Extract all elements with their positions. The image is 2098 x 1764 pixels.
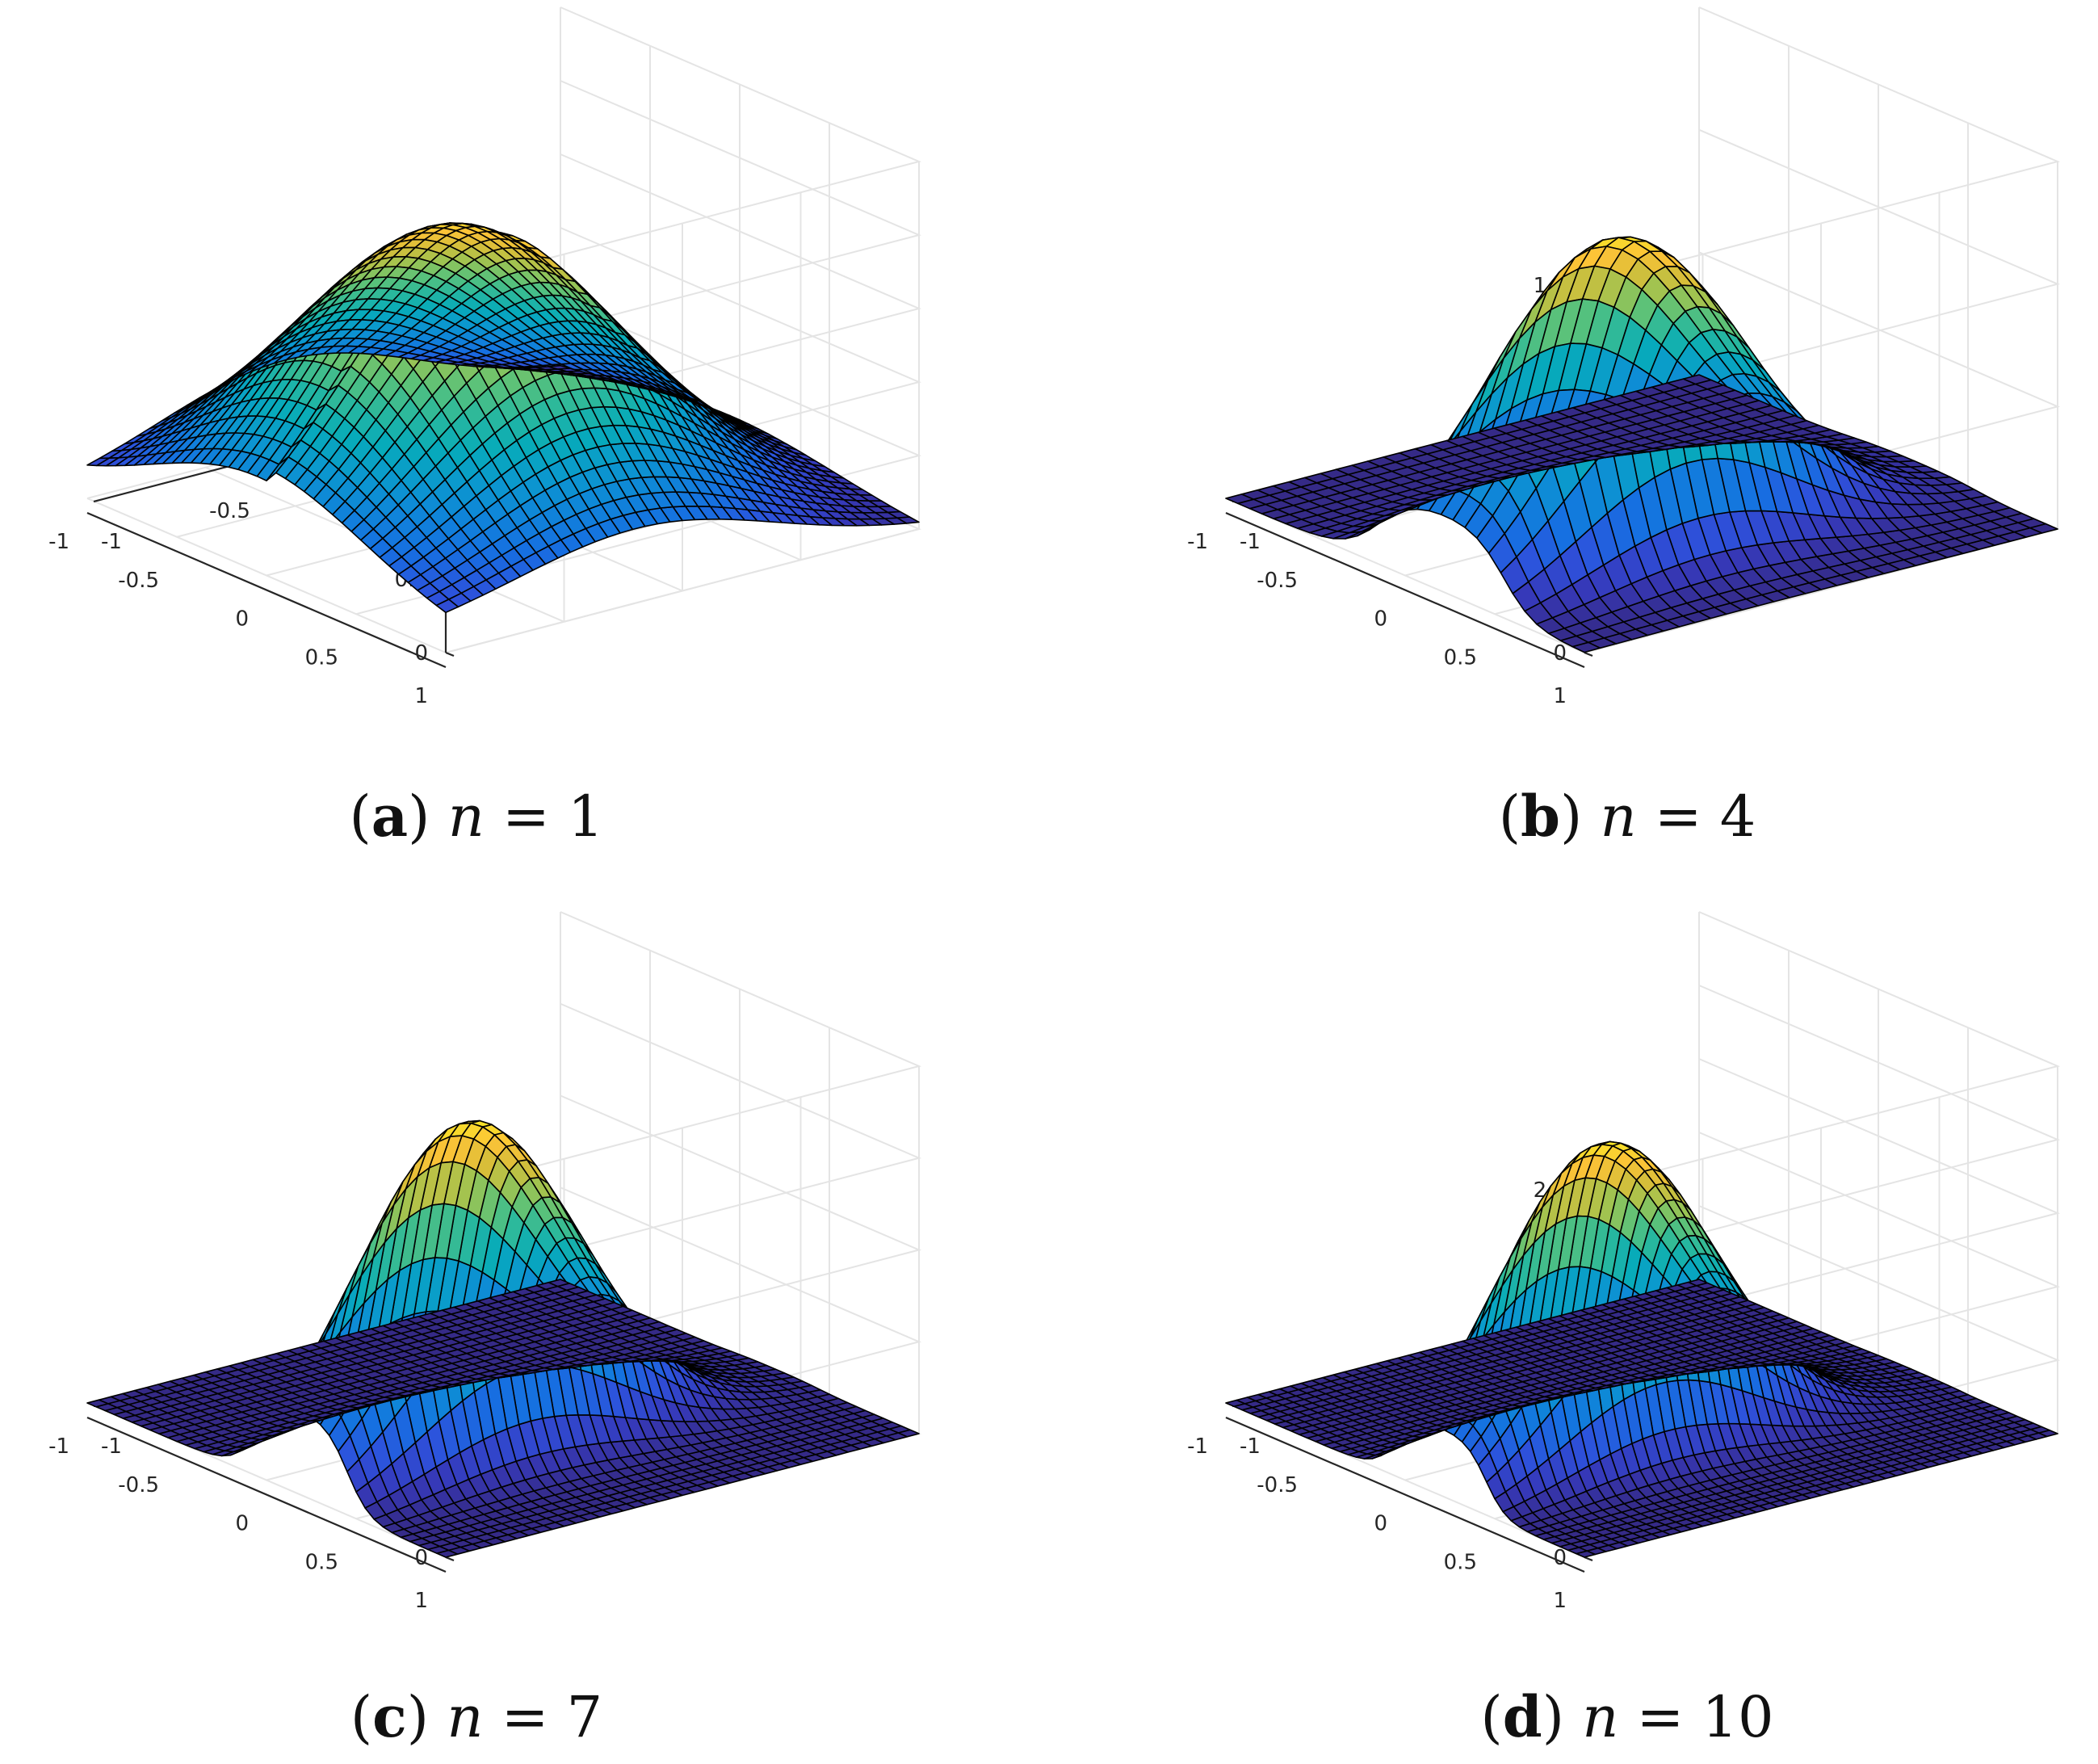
panel-a-z-tick: 0 <box>414 641 428 666</box>
panel-b-y-tick: -1 <box>1187 530 1208 554</box>
panel-a: 00.10.20.30.40.510.50-0.5-1-1-0.500.51(a… <box>48 6 922 850</box>
panel-b-y-tick: 1 <box>1553 684 1567 708</box>
panel-a-y-tick: -1 <box>48 530 69 554</box>
panel-d-z-tick: 0 <box>1553 1546 1567 1570</box>
panel-b: 00.511.510.50-0.5-1-1-0.500.51(b) n = 4 <box>1187 6 2061 850</box>
panel-a-surface <box>86 222 920 614</box>
panel-a-y-tick: 1 <box>414 684 428 708</box>
panel-a-x-tick: -0.5 <box>209 499 250 523</box>
panel-c-y-tick: 1 <box>414 1589 428 1613</box>
panel-d-y-tick: 1 <box>1553 1589 1567 1613</box>
panel-b-y-tick: -0.5 <box>1257 569 1298 593</box>
panel-d: 00.511.522.510.50-0.5-1-1-0.500.51(d) n … <box>1187 911 2061 1750</box>
panel-d-x-tick: -1 <box>1240 1434 1261 1459</box>
panel-c-caption: (c) n = 7 <box>350 1683 602 1750</box>
panel-c: 00.511.5210.50-0.5-1-1-0.500.51(c) n = 7 <box>48 911 922 1750</box>
panel-c-y-tick: 0.5 <box>305 1550 338 1574</box>
panel-d-y-tick: -0.5 <box>1257 1473 1298 1497</box>
panel-a-caption: (a) n = 1 <box>349 783 603 850</box>
panel-d-caption: (d) n = 10 <box>1480 1683 1773 1750</box>
panel-b-z-tick: 0 <box>1553 641 1567 666</box>
panel-a-y-tick: 0.5 <box>305 645 338 670</box>
panel-b-x-tick: -1 <box>1240 530 1261 554</box>
panel-a-y-tick: -0.5 <box>118 569 159 593</box>
panel-d-y-tick: 0 <box>1374 1512 1387 1536</box>
panel-b-surface <box>1225 236 2058 653</box>
panel-c-surface <box>86 1119 920 1558</box>
panel-d-surface <box>1225 1140 2058 1558</box>
panel-d-y-tick: -1 <box>1187 1434 1208 1459</box>
panel-c-y-tick: 0 <box>235 1512 249 1536</box>
panel-a-x-tick: -1 <box>101 530 122 554</box>
panel-d-y-tick: 0.5 <box>1444 1550 1477 1574</box>
panel-c-y-tick: -1 <box>48 1434 69 1459</box>
panel-b-caption: (b) n = 4 <box>1499 783 1756 850</box>
panel-c-z-tick: 0 <box>414 1546 428 1570</box>
panel-b-y-tick: 0 <box>1374 607 1387 632</box>
panel-a-y-tick: 0 <box>235 607 249 632</box>
panel-b-y-tick: 0.5 <box>1444 645 1477 670</box>
panel-c-y-tick: -0.5 <box>118 1473 159 1497</box>
panel-c-x-tick: -1 <box>101 1434 122 1459</box>
